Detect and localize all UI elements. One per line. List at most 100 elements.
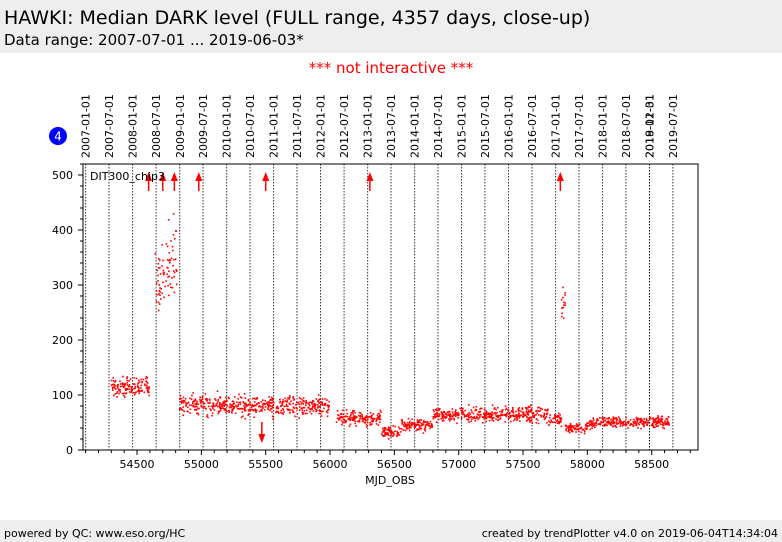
- data-point: [158, 284, 161, 286]
- data-point: [306, 412, 308, 415]
- data-point: [505, 408, 507, 411]
- data-point: [601, 421, 604, 424]
- data-point: [314, 407, 316, 410]
- data-point: [369, 411, 372, 414]
- data-point: [134, 386, 137, 388]
- data-point: [558, 422, 560, 425]
- data-point: [508, 416, 511, 419]
- data-point: [387, 434, 390, 436]
- data-point: [530, 416, 533, 419]
- data-point: [187, 401, 190, 404]
- data-point: [562, 286, 564, 289]
- data-point: [130, 386, 133, 388]
- data-point: [462, 413, 465, 415]
- data-point: [390, 431, 392, 434]
- data-point: [545, 409, 548, 412]
- data-point: [249, 402, 251, 404]
- data-point: [604, 419, 607, 422]
- data-point: [358, 419, 361, 422]
- data-point: [195, 403, 198, 405]
- data-point: [450, 415, 452, 417]
- data-point: [619, 422, 621, 424]
- data-point: [438, 409, 440, 412]
- data-point: [279, 400, 282, 403]
- data-point: [236, 406, 238, 408]
- data-point: [315, 398, 318, 400]
- data-point: [207, 405, 210, 408]
- data-point: [292, 396, 295, 398]
- data-point: [201, 398, 204, 401]
- data-point: [420, 424, 423, 427]
- data-point: [470, 420, 472, 423]
- data-point: [192, 392, 195, 394]
- x-tick-label: 57000: [441, 458, 476, 471]
- footer-bar: powered by QC: www.eso.org/HC created by…: [0, 520, 782, 542]
- data-point: [515, 419, 518, 422]
- data-point: [111, 386, 114, 389]
- data-point: [560, 298, 563, 301]
- data-point: [180, 397, 182, 400]
- data-point: [472, 406, 475, 409]
- data-point: [416, 419, 419, 421]
- data-point: [356, 420, 359, 423]
- data-point: [595, 421, 597, 424]
- data-point: [613, 421, 616, 424]
- data-point: [216, 402, 219, 404]
- data-point: [323, 404, 326, 407]
- data-point: [663, 427, 666, 430]
- data-point: [202, 402, 205, 405]
- data-point: [433, 413, 436, 416]
- data-point: [300, 397, 302, 400]
- data-point: [372, 419, 375, 422]
- data-point: [364, 418, 366, 420]
- data-point: [253, 416, 256, 419]
- data-point: [141, 381, 143, 384]
- data-point: [666, 423, 669, 425]
- data-point: [499, 410, 501, 413]
- data-point: [548, 424, 550, 426]
- data-point: [148, 386, 151, 389]
- data-point: [312, 405, 314, 408]
- data-point: [483, 415, 486, 418]
- data-point: [138, 392, 141, 395]
- data-point: [161, 244, 163, 246]
- data-point: [480, 407, 482, 410]
- data-point: [222, 404, 225, 407]
- data-point: [391, 432, 394, 434]
- data-point: [365, 419, 368, 422]
- data-point: [361, 415, 364, 418]
- data-point: [420, 419, 423, 421]
- data-point: [308, 403, 310, 406]
- data-point: [504, 405, 507, 407]
- data-point: [345, 409, 348, 411]
- data-point: [317, 394, 320, 396]
- data-point: [642, 421, 645, 423]
- data-point: [617, 416, 620, 418]
- data-point: [184, 400, 186, 402]
- data-point: [651, 417, 653, 420]
- data-point: [529, 404, 532, 407]
- data-point: [337, 414, 339, 416]
- data-point: [413, 422, 416, 425]
- data-point: [384, 435, 386, 437]
- data-point: [515, 410, 517, 413]
- data-point: [158, 303, 161, 305]
- data-point: [409, 426, 412, 429]
- data-point: [258, 410, 261, 413]
- data-point: [516, 415, 519, 418]
- data-point: [224, 400, 226, 403]
- data-point: [569, 426, 572, 428]
- data-point: [663, 421, 666, 424]
- data-point: [560, 419, 562, 422]
- data-point: [377, 424, 380, 426]
- data-point: [158, 293, 160, 295]
- data-point: [175, 270, 178, 272]
- data-point: [409, 424, 411, 427]
- data-point: [264, 399, 267, 402]
- data-point: [604, 417, 606, 419]
- data-point: [515, 414, 518, 416]
- data-point: [122, 392, 125, 395]
- data-point: [263, 402, 265, 405]
- data-point: [467, 419, 469, 421]
- data-point: [354, 420, 357, 423]
